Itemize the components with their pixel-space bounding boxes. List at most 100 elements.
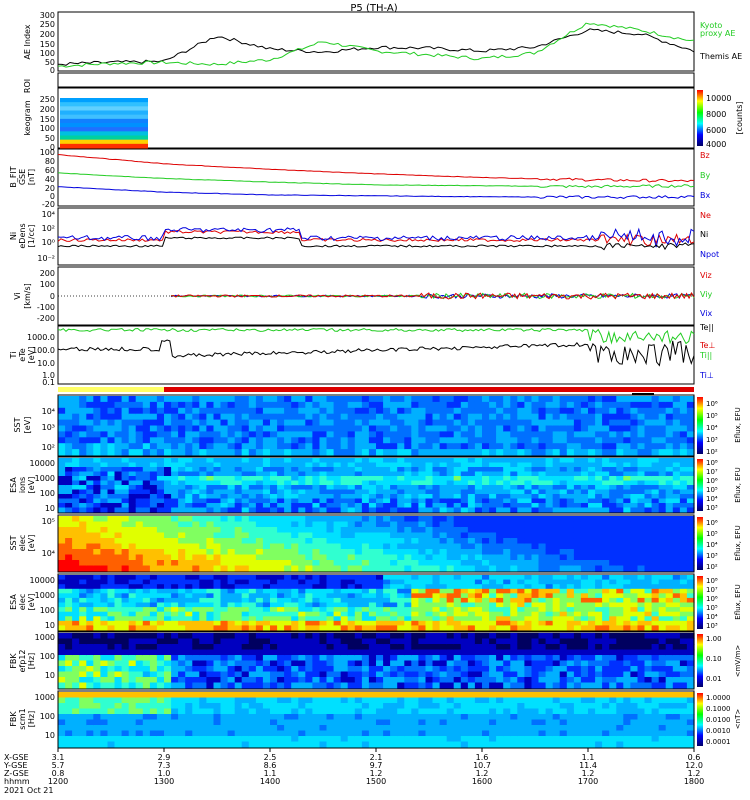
spectrogram-cell <box>241 503 250 509</box>
spectrogram-cell <box>192 554 200 561</box>
spectrogram-cell <box>164 644 172 651</box>
spectrogram-cell <box>262 503 271 509</box>
spectrogram-cell <box>164 625 172 631</box>
spectrogram-cell <box>178 521 186 528</box>
spectrogram-cell <box>446 666 455 673</box>
spectrogram-cell <box>460 476 469 482</box>
spectrogram-cell <box>319 413 328 421</box>
spectrogram-cell <box>559 413 568 421</box>
spectrogram-cell <box>319 549 328 556</box>
spectrogram-cell <box>552 443 561 450</box>
spectrogram-cell <box>644 666 653 673</box>
spectrogram-cell <box>425 644 434 651</box>
spectrogram-cell <box>227 396 236 403</box>
spectrogram-cell <box>206 565 215 572</box>
spectrogram-cell <box>227 527 236 534</box>
spectrogram-cell <box>340 425 349 432</box>
spectrogram-cell <box>552 413 561 421</box>
mode-bar <box>58 387 694 395</box>
spectrogram-cell <box>121 476 130 482</box>
spectrogram-cell <box>425 579 434 585</box>
spectrogram-cell <box>100 666 109 673</box>
spectrogram-cell <box>114 607 123 613</box>
spectrogram-cell <box>213 655 222 662</box>
spectrogram-cell <box>503 638 511 645</box>
spectrogram-cell <box>192 677 200 684</box>
spectrogram-cell <box>651 593 660 599</box>
spectrogram-cell <box>665 489 674 495</box>
spectrogram-cell <box>234 498 243 504</box>
spectrogram-cell <box>432 489 441 495</box>
spectrogram-cell <box>347 633 356 640</box>
spectrogram-cell <box>411 602 419 608</box>
spectrogram-cell <box>156 419 165 427</box>
spectrogram-cell <box>474 660 483 667</box>
spectrogram-cell <box>135 638 144 645</box>
spectrogram-cell <box>291 575 299 581</box>
spectrogram-cell <box>241 588 250 594</box>
spectrogram-cell <box>234 655 243 662</box>
spectrogram-cell <box>531 494 540 500</box>
spectrogram-cell <box>580 543 589 550</box>
spectrogram-cell <box>291 425 299 432</box>
spectrogram-cell <box>404 543 412 550</box>
spectrogram-cell <box>411 607 419 613</box>
spectrogram-cell <box>609 660 617 667</box>
spectrogram-cell <box>404 407 412 415</box>
spectrogram-cell <box>368 443 377 450</box>
spectrogram-cell <box>665 588 674 594</box>
spectrogram-cell <box>672 671 681 678</box>
density-tick: 10⁻² <box>37 254 55 263</box>
spectrogram-cell <box>213 462 222 468</box>
spectrogram-cell <box>538 682 547 689</box>
spectrogram-cell <box>665 437 674 444</box>
spectrogram-cell <box>156 579 165 585</box>
spectrogram-cell <box>234 565 243 572</box>
spectrogram-cell <box>496 602 504 608</box>
spectrogram-cell <box>609 644 617 651</box>
spectrogram-cell <box>312 407 321 415</box>
spectrogram-cell <box>467 549 476 556</box>
spectrogram-cell <box>149 471 158 477</box>
spectrogram-cell <box>368 538 377 545</box>
spectrogram-cell <box>255 671 264 678</box>
spectrogram-cell <box>354 467 363 473</box>
spectrogram-cell <box>552 602 561 608</box>
spectrogram-cell <box>496 480 504 486</box>
spectrogram-cell <box>404 489 412 495</box>
spectrogram-cell <box>686 560 695 567</box>
spectrogram-cell <box>566 419 575 427</box>
temperature-panel: Ti eTe [eV] 1000.0 100.0 10.0 1.0 0.1 Te… <box>9 323 715 387</box>
spectrogram-cell <box>333 543 342 550</box>
spectrogram-cell <box>220 396 229 403</box>
spectrogram-cell <box>418 616 427 622</box>
spectrogram-cell <box>206 625 215 631</box>
spectrogram-cell <box>100 597 109 604</box>
spectrogram-cell <box>72 471 80 477</box>
spectrogram-cell <box>418 554 427 561</box>
spectrogram-cell <box>503 503 511 509</box>
spectrogram-cell <box>467 620 476 626</box>
spectrogram-cell <box>128 549 137 556</box>
spectrogram-cell <box>333 443 342 450</box>
spectrogram-cell <box>248 602 257 608</box>
spectrogram-cell <box>135 462 144 468</box>
spectrogram-cell <box>510 532 518 539</box>
spectrogram-cell <box>531 584 540 590</box>
spectrogram-cell <box>128 682 137 689</box>
spectrogram-cell <box>192 611 200 617</box>
spectrogram-cell <box>347 489 356 495</box>
spectrogram-cell <box>291 527 299 534</box>
spectrogram-cell <box>637 443 646 450</box>
spectrogram-cell <box>623 602 631 608</box>
spectrogram-cell <box>686 579 695 585</box>
spectrogram-cell <box>397 467 405 473</box>
spectrogram-cell <box>65 588 73 594</box>
spectrogram-cell <box>142 462 151 468</box>
spectrogram-cell <box>262 425 271 432</box>
spectrogram-cell <box>354 462 363 468</box>
spectrogram-cell <box>531 437 540 444</box>
spectrogram-cell <box>439 507 448 513</box>
spectrogram-cell <box>644 443 653 450</box>
spectrogram-cell <box>496 575 504 581</box>
